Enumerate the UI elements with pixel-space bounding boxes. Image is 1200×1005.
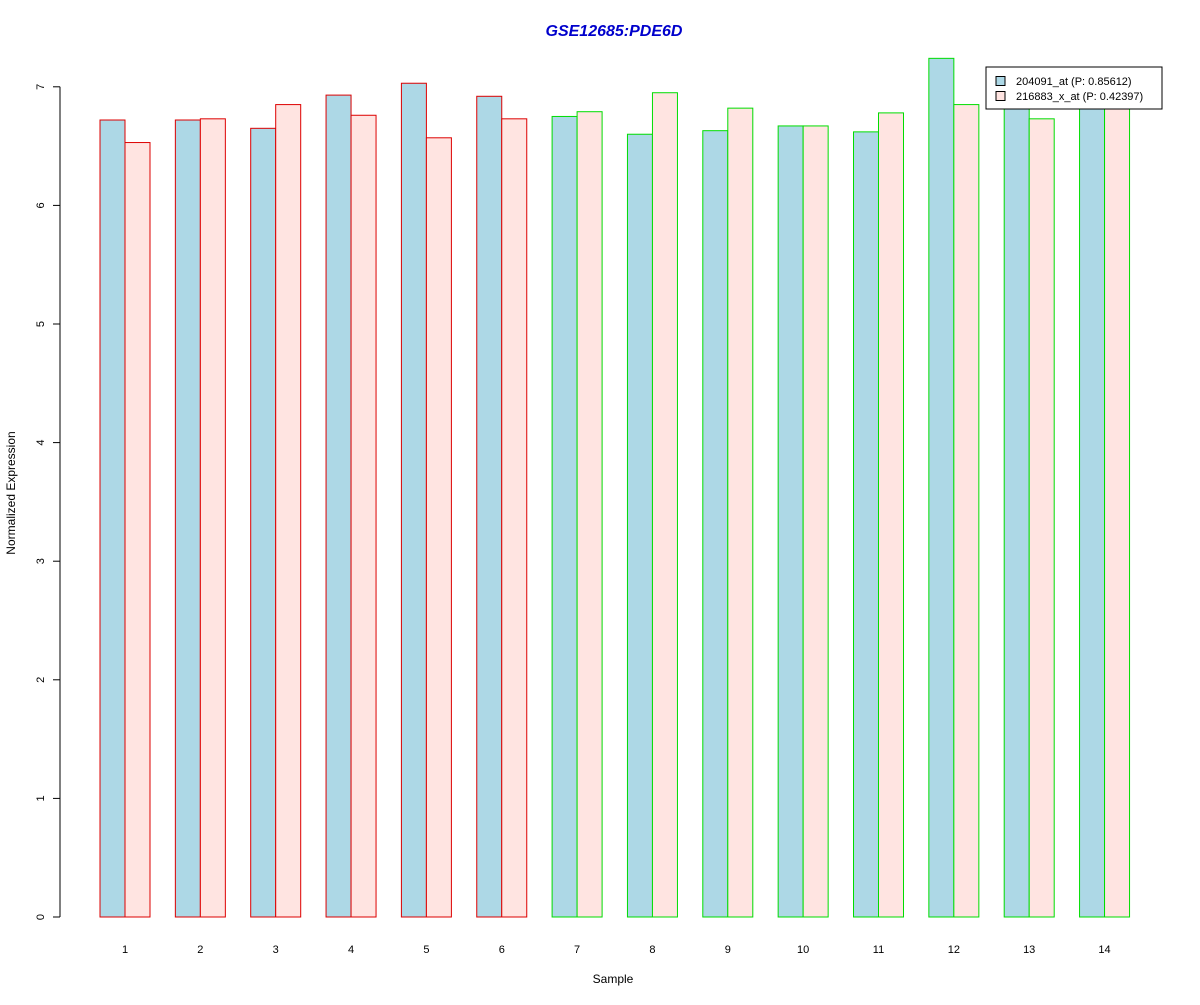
y-axis-title: Normalized Expression xyxy=(4,431,18,554)
bars xyxy=(99,57,1131,918)
x-axis-tick-label: 8 xyxy=(649,944,655,956)
bar-1-sample-14 xyxy=(1079,105,1106,918)
legend: 204091_at (P: 0.85612) 216883_x_at (P: 0.… xyxy=(985,66,1163,110)
y-axis: 0 1 2 3 4 5 6 7 xyxy=(35,84,61,920)
bar-2-sample-12 xyxy=(953,104,980,918)
legend-label-2: 216883_x_at (P: 0.42397) xyxy=(1016,91,1143,103)
bar-2-sample-5 xyxy=(425,137,452,918)
y-axis-tick-label: 3 xyxy=(35,558,47,564)
bar-1-sample-9 xyxy=(702,130,729,918)
bar-1-sample-12 xyxy=(928,57,955,918)
x-axis-tick-label: 10 xyxy=(797,944,809,956)
x-axis-tick-label: 3 xyxy=(273,944,279,956)
bar-2-sample-3 xyxy=(275,104,302,918)
bar-2-sample-13 xyxy=(1028,118,1055,918)
bar-1-sample-4 xyxy=(325,94,352,918)
bar-2-sample-8 xyxy=(651,92,678,918)
bar-2-sample-4 xyxy=(350,114,377,918)
x-axis-tick-label: 13 xyxy=(1023,944,1035,956)
y-axis-tick-label: 7 xyxy=(35,84,47,90)
bar-1-sample-13 xyxy=(1003,105,1030,918)
bar-1-sample-7 xyxy=(551,115,578,918)
legend-label-1: 204091_at (P: 0.85612) xyxy=(1016,76,1132,88)
bar-1-sample-8 xyxy=(626,133,653,918)
x-axis-tick-label: 9 xyxy=(725,944,731,956)
y-axis-tick-label: 6 xyxy=(35,202,47,208)
y-axis-tick-label: 1 xyxy=(35,795,47,801)
legend-swatch-1 xyxy=(995,76,1006,86)
bar-2-sample-1 xyxy=(124,142,151,918)
y-axis-tick-label: 5 xyxy=(35,321,47,327)
bar-2-sample-10 xyxy=(802,125,829,918)
bar-2-sample-7 xyxy=(576,111,603,918)
bar-2-sample-2 xyxy=(199,118,226,918)
bar-2-sample-11 xyxy=(878,112,904,918)
x-axis-tick-label: 11 xyxy=(873,944,884,956)
bar-1-sample-2 xyxy=(174,119,201,918)
bar-2-sample-6 xyxy=(501,118,528,918)
x-axis-tick-label: 5 xyxy=(423,944,429,956)
x-axis-title: Sample xyxy=(593,972,634,986)
chart-title: GSE12685:PDE6D xyxy=(546,23,683,40)
bar-1-sample-6 xyxy=(476,95,503,918)
bar-1-sample-10 xyxy=(777,125,804,918)
x-axis-tick-labels: 1 2 3 4 5 6 7 8 9 10 11 12 13 14 xyxy=(122,944,1111,956)
bar-1-sample-11 xyxy=(853,131,879,918)
bar-1-sample-5 xyxy=(400,82,427,918)
y-axis-tick-label: 2 xyxy=(35,677,47,683)
x-axis-tick-label: 2 xyxy=(197,944,203,956)
x-axis-tick-label: 1 xyxy=(122,944,128,956)
x-axis-tick-label: 12 xyxy=(948,944,960,956)
bar-2-sample-9 xyxy=(727,107,754,918)
x-axis-tick-label: 7 xyxy=(574,944,580,956)
x-axis-tick-label: 14 xyxy=(1098,944,1110,956)
legend-swatch-2 xyxy=(995,91,1006,101)
y-axis-tick-label: 0 xyxy=(35,914,47,920)
x-axis-tick-label: 4 xyxy=(348,944,354,956)
bar-1-sample-3 xyxy=(250,127,277,918)
bar-1-sample-1 xyxy=(99,119,126,918)
legend-box xyxy=(985,66,1163,110)
bar-2-sample-14 xyxy=(1104,105,1131,918)
y-axis-tick-label: 4 xyxy=(35,440,47,446)
x-axis-tick-label: 6 xyxy=(499,944,505,956)
